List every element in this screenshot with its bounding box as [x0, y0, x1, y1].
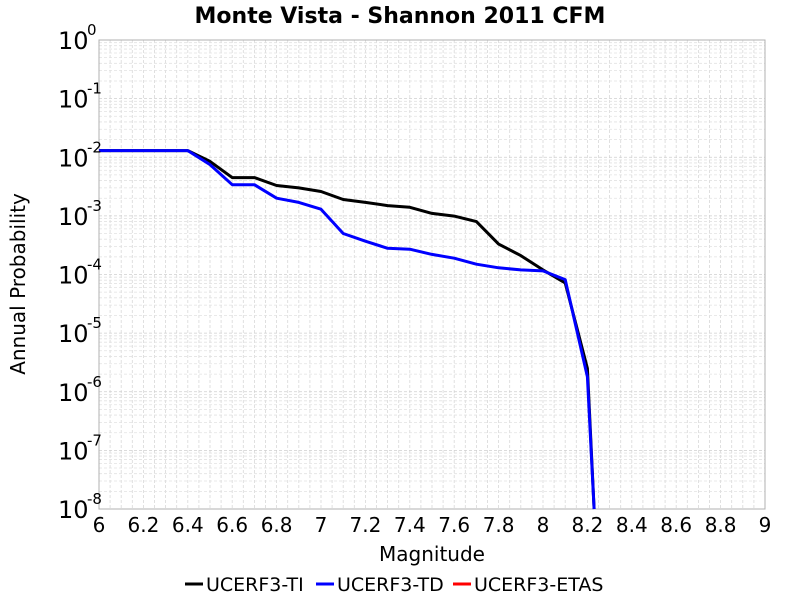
y-tick-exponent: -4 — [87, 256, 102, 274]
plot-area — [98, 39, 766, 510]
y-tick-exponent: -3 — [87, 197, 102, 215]
legend-label: UCERF3-TD — [337, 574, 444, 596]
y-tick-exponent: -2 — [87, 138, 102, 156]
x-tick-label: 9 — [759, 513, 772, 537]
x-tick-label: 7.6 — [438, 513, 470, 537]
x-tick-label: 6.4 — [172, 513, 204, 537]
y-axis-label: Annual Probability — [6, 193, 30, 375]
x-tick-label: 6.2 — [127, 513, 159, 537]
x-tick-label: 8.2 — [571, 513, 603, 537]
x-tick-label: 7.8 — [483, 513, 515, 537]
y-tick-label: 10 — [58, 262, 89, 290]
y-tick-exponent: -5 — [87, 314, 102, 332]
y-tick-exponent: -7 — [87, 431, 102, 449]
x-tick-label: 6.8 — [261, 513, 293, 537]
x-axis-ticks: 6 6.2 6.4 6.6 6.8 7 7.2 7.4 7.6 7.8 8 8.2 8.4 8.6 8.8 9 — [93, 513, 772, 537]
x-tick-label: 8.4 — [616, 513, 648, 537]
legend-label: UCERF3-ETAS — [474, 574, 603, 596]
y-tick-label: 10 — [58, 144, 89, 172]
y-tick-label: 10 — [58, 437, 89, 465]
y-tick-exponent: -8 — [87, 490, 102, 508]
series-line-ucerf3-td — [99, 149, 596, 510]
y-tick-label: 10 — [58, 496, 89, 524]
legend-label: UCERF3-TI — [206, 574, 304, 596]
series-lines — [99, 149, 596, 510]
series-line-ucerf3-ti — [99, 149, 596, 510]
y-tick-label: 10 — [58, 27, 89, 55]
x-tick-label: 8 — [537, 513, 550, 537]
y-tick-exponent: -6 — [87, 373, 102, 391]
y-tick-label: 10 — [58, 320, 89, 348]
x-tick-label: 8.8 — [705, 513, 737, 537]
y-tick-label: 10 — [58, 203, 89, 231]
chart-title: Monte Vista - Shannon 2011 CFM — [195, 4, 606, 29]
y-tick-exponent: -1 — [87, 80, 102, 98]
grid-lines — [98, 40, 766, 510]
x-tick-label: 7 — [315, 513, 328, 537]
x-tick-label: 7.2 — [349, 513, 381, 537]
x-tick-label: 8.6 — [660, 513, 692, 537]
legend: UCERF3-TI UCERF3-TD UCERF3-ETAS — [185, 574, 603, 596]
x-tick-label: 6 — [93, 513, 106, 537]
x-axis-label: Magnitude — [379, 542, 485, 566]
y-tick-exponent: 0 — [87, 21, 97, 39]
x-tick-label: 7.4 — [394, 513, 426, 537]
y-tick-label: 10 — [58, 379, 89, 407]
x-tick-label: 6.6 — [216, 513, 248, 537]
y-tick-label: 10 — [58, 86, 89, 114]
